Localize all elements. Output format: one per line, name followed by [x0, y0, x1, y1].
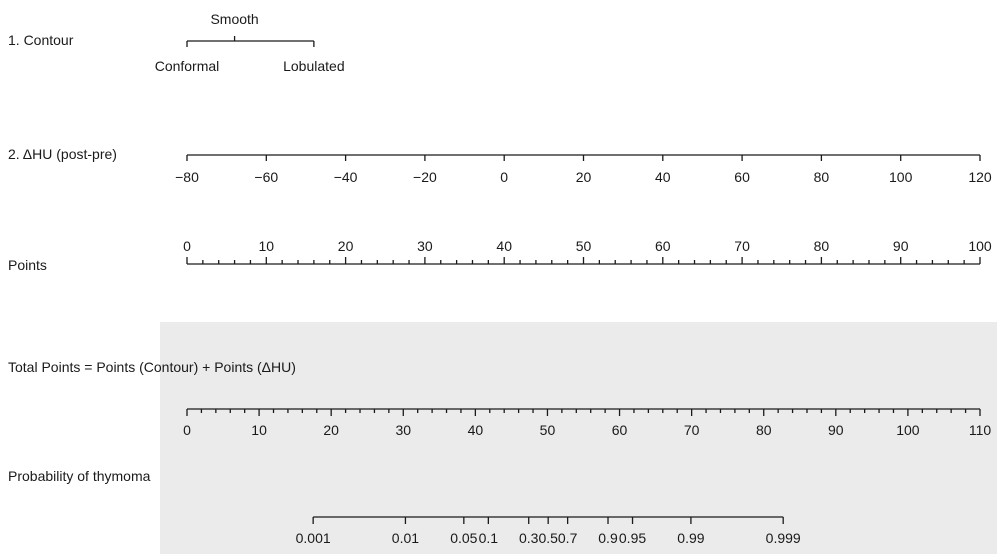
- points-tick-label: 90: [893, 238, 909, 254]
- dhu-tick-label: 20: [576, 169, 592, 185]
- contour-tick-label: Conformal: [155, 58, 220, 74]
- probability-tick-label: 0.5: [538, 530, 558, 546]
- points-tick-label: 10: [259, 238, 275, 254]
- dhu-tick-label: 100: [889, 169, 913, 185]
- total-points-tick-label: 90: [828, 422, 844, 438]
- points-tick-label: 30: [417, 238, 433, 254]
- total-points-panel: [160, 322, 997, 554]
- points-tick-label: 60: [655, 238, 671, 254]
- total-points-tick-label: 100: [896, 422, 920, 438]
- dhu-tick-label: −40: [334, 169, 358, 185]
- dhu-scale-label: 2. ΔHU (post-pre): [8, 146, 117, 162]
- dhu-tick-label: 60: [734, 169, 750, 185]
- total-points-scale-label: Total Points = Points (Contour) + Points…: [8, 359, 296, 375]
- probability-tick-label: 0.7: [558, 530, 578, 546]
- dhu-tick-label: 0: [500, 169, 508, 185]
- probability-tick-label: 0.99: [677, 530, 704, 546]
- total-points-tick-label: 0: [183, 422, 191, 438]
- points-tick-label: 70: [734, 238, 750, 254]
- dhu-tick-label: 80: [814, 169, 830, 185]
- contour-scale-label: 1. Contour: [8, 32, 74, 48]
- points-tick-label: 40: [496, 238, 512, 254]
- dhu-tick-label: −20: [413, 169, 437, 185]
- total-points-tick-label: 30: [395, 422, 411, 438]
- total-points-tick-label: 40: [468, 422, 484, 438]
- probability-scale-label: Probability of thymoma: [8, 468, 151, 484]
- probability-tick-label: 0.1: [479, 530, 499, 546]
- total-points-tick-label: 80: [756, 422, 772, 438]
- probability-tick-label: 0.9: [598, 530, 618, 546]
- dhu-tick-label: 120: [968, 169, 992, 185]
- points-tick-label: 100: [968, 238, 992, 254]
- points-tick-label: 0: [183, 238, 191, 254]
- points-tick-label: 20: [338, 238, 354, 254]
- contour-tick-label: Smooth: [210, 11, 258, 27]
- points-scale-label: Points: [8, 257, 47, 273]
- points-tick-label: 80: [814, 238, 830, 254]
- total-points-tick-label: 110: [969, 422, 992, 438]
- probability-tick-label: 0.3: [519, 530, 539, 546]
- dhu-tick-label: −80: [175, 169, 199, 185]
- total-points-tick-label: 10: [251, 422, 267, 438]
- probability-tick-label: 0.01: [392, 530, 419, 546]
- probability-tick-label: 0.999: [766, 530, 801, 546]
- probability-tick-label: 0.05: [450, 530, 477, 546]
- dhu-tick-label: −60: [254, 169, 278, 185]
- contour-tick-label: Lobulated: [283, 58, 345, 74]
- points-tick-label: 50: [576, 238, 592, 254]
- probability-tick-label: 0.001: [296, 530, 331, 546]
- total-points-tick-label: 20: [323, 422, 339, 438]
- dhu-tick-label: 40: [655, 169, 671, 185]
- total-points-tick-label: 60: [612, 422, 628, 438]
- probability-tick-label: 0.95: [619, 530, 646, 546]
- total-points-tick-label: 50: [540, 422, 556, 438]
- total-points-tick-label: 70: [684, 422, 700, 438]
